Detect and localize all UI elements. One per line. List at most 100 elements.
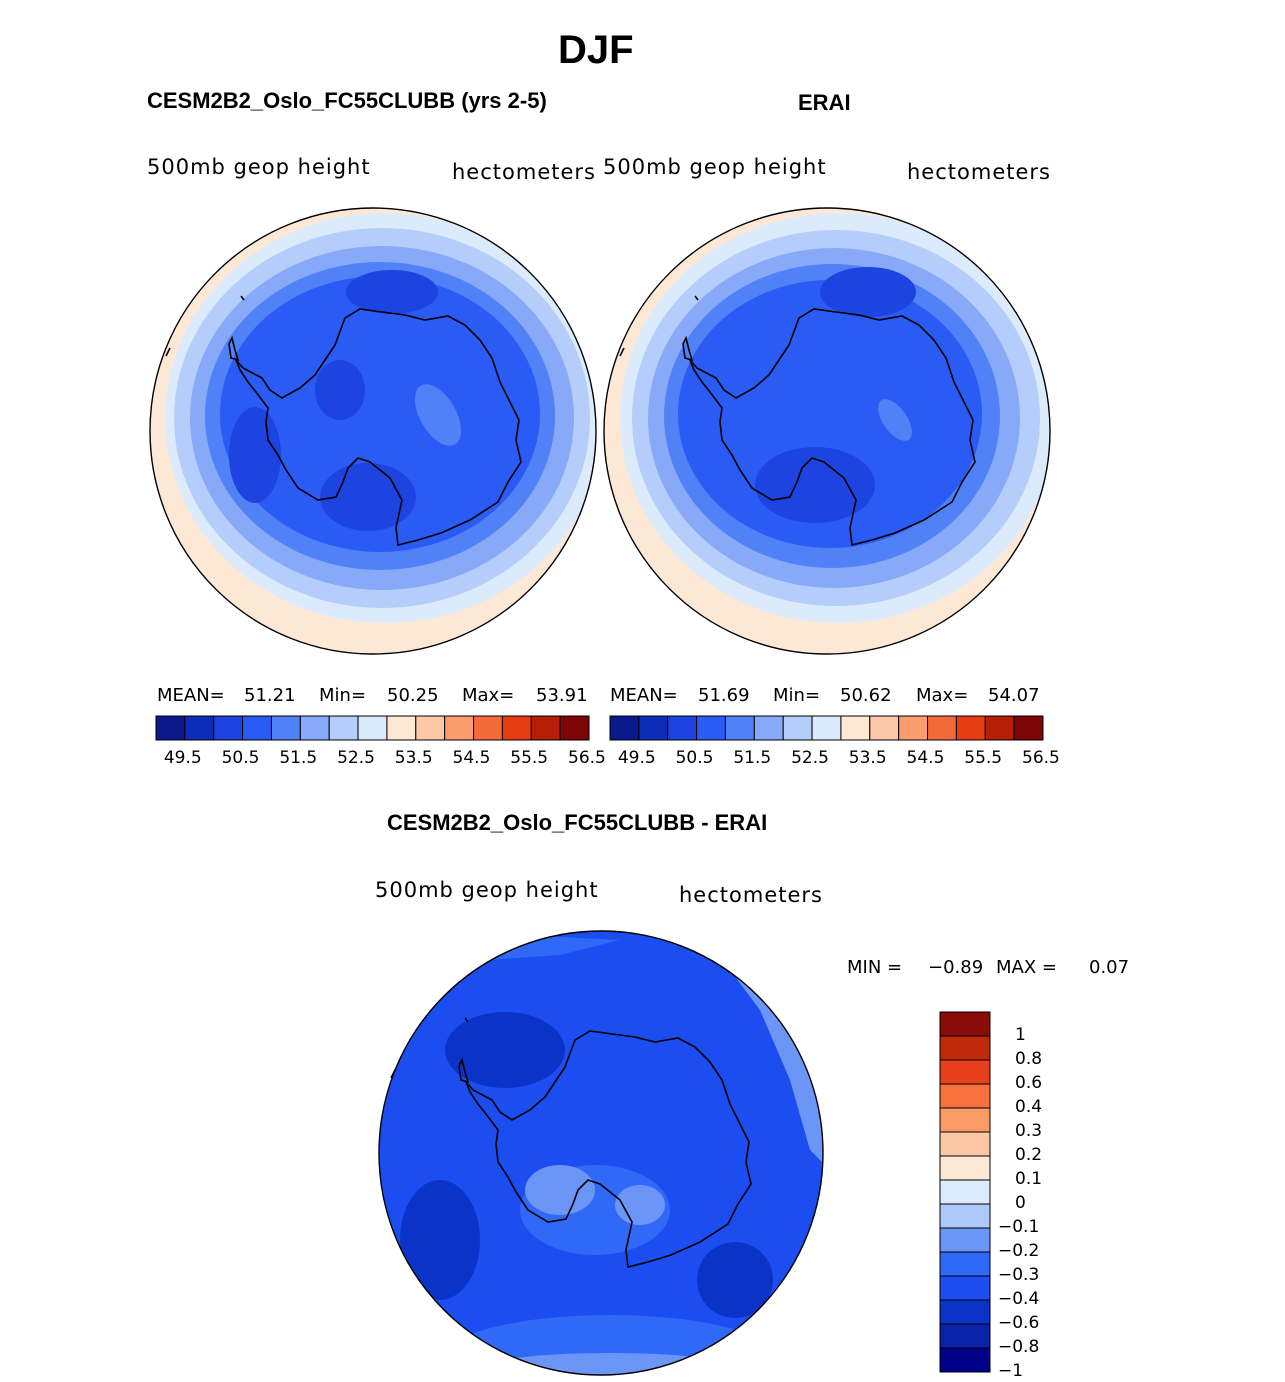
model-units-label: hectometers xyxy=(452,160,596,184)
model-colorbar-box xyxy=(444,715,475,741)
diff-colorbar-box xyxy=(939,1131,991,1157)
diff-colorbar-box xyxy=(939,1323,991,1349)
diff-panel-title: CESM2B2_Oslo_FC55CLUBB - ERAI xyxy=(387,810,768,835)
model-min-label: Min= xyxy=(319,685,367,706)
obs-max-label: Max= xyxy=(916,685,969,706)
model-min-value: 50.25 xyxy=(387,685,439,706)
diff-colorbar-tick: 0.4 xyxy=(1015,1097,1043,1117)
diff-colorbar-box xyxy=(939,1083,991,1109)
obs-colorbar-box xyxy=(609,715,640,741)
obs-min-label: Min= xyxy=(773,685,821,706)
obs-colorbar-box xyxy=(638,715,669,741)
diff-colorbar-box xyxy=(939,1107,991,1133)
diff-colorbar-box xyxy=(939,1179,991,1205)
obs-variable-label: 500mb geop height xyxy=(603,155,827,179)
model-colorbar-box xyxy=(270,715,301,741)
diff-colorbar-tick: −0.2 xyxy=(998,1241,1040,1261)
obs-colorbar-box xyxy=(984,715,1015,741)
model-colorbar-tick: 55.5 xyxy=(510,748,549,768)
model-colorbar-tick: 51.5 xyxy=(279,748,318,768)
obs-units-label: hectometers xyxy=(907,160,1051,184)
obs-colorbar-tick: 55.5 xyxy=(964,748,1003,768)
obs-mean-value: 51.69 xyxy=(698,685,750,706)
diff-colorbar-tick: 0.2 xyxy=(1015,1145,1043,1165)
obs-colorbar-tick: 50.5 xyxy=(675,748,714,768)
model-antarctica-coastline xyxy=(235,308,522,546)
model-max-label: Max= xyxy=(462,685,515,706)
obs-colorbar-box xyxy=(724,715,755,741)
diff-colorbar-box xyxy=(939,1011,991,1037)
model-colorbar-tick: 56.5 xyxy=(568,748,606,768)
model-max-value: 53.91 xyxy=(536,685,588,706)
diff-colorbar-box xyxy=(939,1227,991,1253)
model-colorbar-tick: 50.5 xyxy=(221,748,260,768)
model-colorbar-box xyxy=(357,715,388,741)
obs-colorbar-tick: 56.5 xyxy=(1022,748,1060,768)
diff-colorbar-box xyxy=(939,1251,991,1277)
diff-colorbar-tick: 0 xyxy=(1015,1193,1026,1213)
obs-colorbar-box xyxy=(782,715,813,741)
diff-colorbar-box xyxy=(939,1203,991,1229)
obs-colorbar-box xyxy=(840,715,871,741)
obs-colorbar-box xyxy=(955,715,986,741)
diff-colorbar-box xyxy=(939,1155,991,1181)
model-mean-label: MEAN= xyxy=(157,685,225,706)
diff-colorbar-tick: 1 xyxy=(1015,1025,1026,1045)
model-colorbar-box xyxy=(184,715,215,741)
model-panel-title: CESM2B2_Oslo_FC55CLUBB (yrs 2-5) xyxy=(147,88,547,113)
model-colorbar-tick: 54.5 xyxy=(452,748,491,768)
model-colorbar-tick: 53.5 xyxy=(394,748,433,768)
diff-colorbar-box xyxy=(939,1035,991,1061)
obs-colorbar-box xyxy=(811,715,842,741)
obs-colorbar-box xyxy=(898,715,929,741)
obs-colorbar-box xyxy=(1013,715,1044,741)
obs-colorbar-tick: 52.5 xyxy=(791,748,829,768)
model-colorbar-box xyxy=(299,715,330,741)
diff-antarctica-coastline xyxy=(465,1030,752,1268)
obs-colorbar-box xyxy=(667,715,698,741)
diff-colorbar-tick: 0.8 xyxy=(1015,1049,1043,1069)
obs-colorbar-box xyxy=(869,715,900,741)
diff-colorbar-box xyxy=(939,1299,991,1325)
diff-colorbar-box xyxy=(939,1275,991,1301)
diff-min-label: MIN = xyxy=(847,957,903,978)
diff-colorbar-tick: −0.6 xyxy=(998,1313,1040,1333)
obs-panel-title: ERAI xyxy=(798,90,851,115)
model-colorbar-box xyxy=(213,715,244,741)
model-mean-value: 51.21 xyxy=(244,685,296,706)
model-colorbar-tick: 52.5 xyxy=(337,748,375,768)
model-colorbar-box xyxy=(415,715,446,741)
obs-colorbar-tick: 49.5 xyxy=(617,748,656,768)
diff-min-value: −0.89 xyxy=(928,957,984,978)
obs-antarctica-coastline xyxy=(689,308,976,546)
obs-min-value: 50.62 xyxy=(840,685,892,706)
model-colorbar-tick: 49.5 xyxy=(163,748,202,768)
diff-colorbar-box xyxy=(939,1059,991,1085)
diff-colorbar-tick: 0.6 xyxy=(1015,1073,1043,1093)
diff-colorbar-box xyxy=(939,1347,991,1373)
diff-colorbar-tick: 0.1 xyxy=(1015,1169,1043,1189)
diff-colorbar-tick: −0.3 xyxy=(998,1265,1040,1285)
diff-colorbar-tick: 0.3 xyxy=(1015,1121,1043,1141)
diff-colorbar-tick: −0.8 xyxy=(998,1337,1040,1357)
diff-colorbar-tick: −0.4 xyxy=(998,1289,1040,1309)
diff-colorbar-tick: −0.1 xyxy=(998,1217,1040,1237)
model-colorbar-box xyxy=(559,715,590,741)
diff-colorbar-tick: −1 xyxy=(998,1361,1024,1381)
obs-colorbar-tick: 53.5 xyxy=(848,748,887,768)
obs-colorbar-box xyxy=(696,715,726,741)
model-variable-label: 500mb geop height xyxy=(147,155,371,179)
diff-units-label: hectometers xyxy=(679,883,823,907)
obs-colorbar-tick: 51.5 xyxy=(733,748,772,768)
diff-variable-label: 500mb geop height xyxy=(375,878,599,902)
diff-max-label: MAX = xyxy=(996,957,1057,978)
figure-title: DJF xyxy=(558,28,634,72)
obs-colorbar-tick: 54.5 xyxy=(906,748,945,768)
model-colorbar-box xyxy=(386,715,417,741)
diff-max-value: 0.07 xyxy=(1089,957,1130,978)
